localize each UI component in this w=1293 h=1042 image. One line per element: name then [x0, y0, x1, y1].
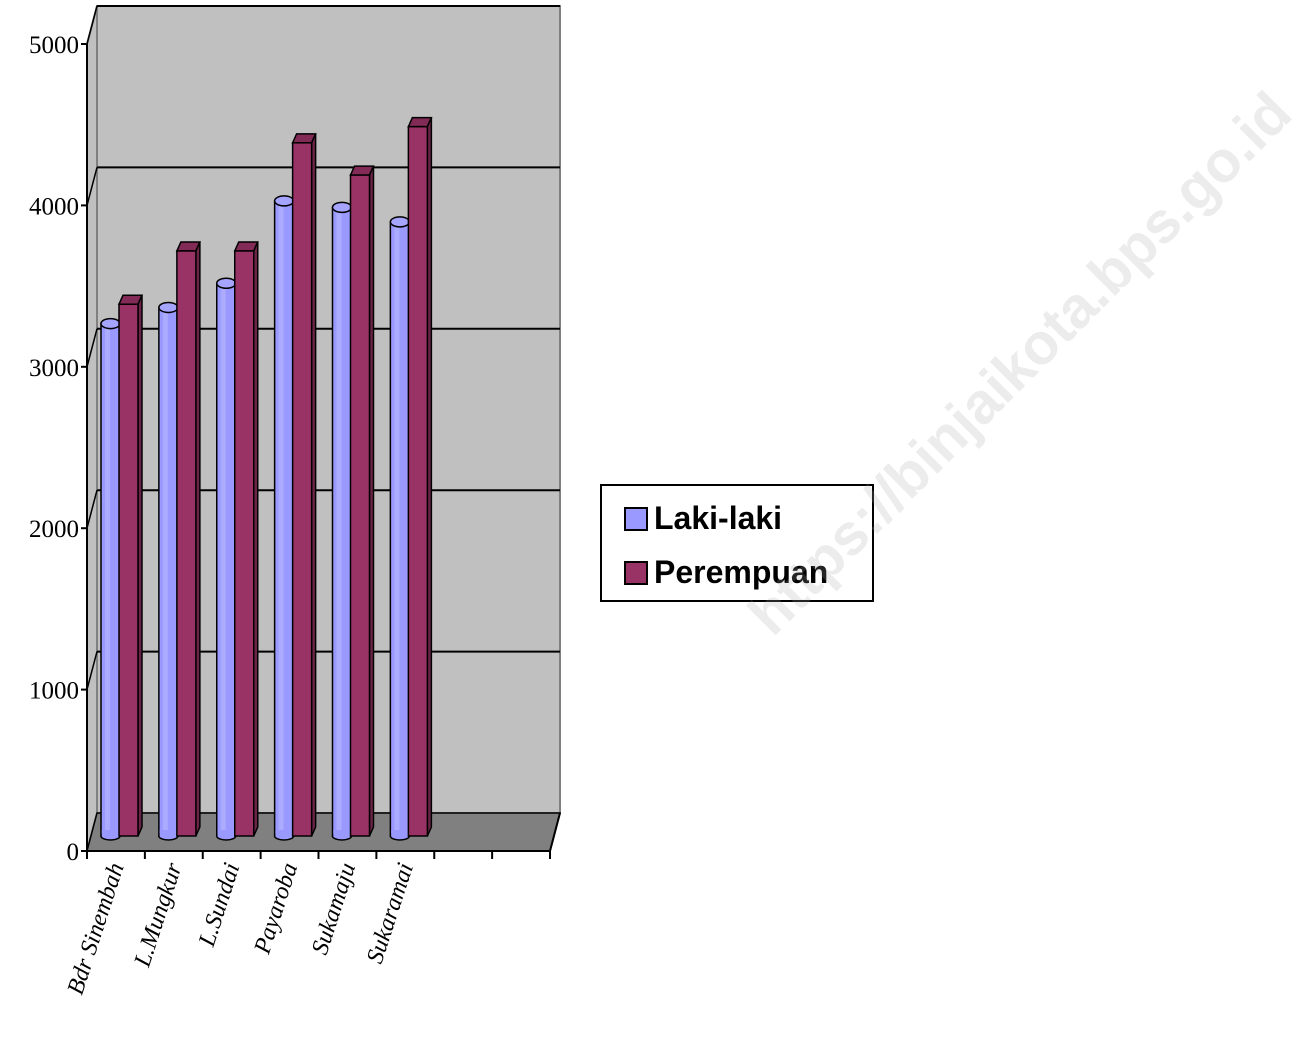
legend-label-laki-laki: Laki-laki [654, 500, 783, 536]
gridline-side [86, 167, 98, 206]
bar-perempuan [349, 165, 375, 837]
bar-laki-laki [273, 195, 295, 841]
bar-laki-laki [389, 216, 411, 841]
y-tick-label: 5000 [29, 32, 79, 59]
y-tick-label: 2000 [29, 516, 79, 543]
legend-item-laki-laki: Laki-laki [624, 500, 782, 537]
x-tick-label: Bdr Sinembah [63, 860, 130, 998]
legend-swatch-laki-laki [624, 506, 648, 531]
bar-perempuan [175, 241, 202, 837]
x-tick-label: L.Mungkur [129, 859, 187, 971]
x-tick-label: Sukaramai [362, 860, 419, 967]
x-tick-label: L.Sundai [194, 860, 246, 951]
legend-item-perempuan: Perempuan [624, 554, 828, 591]
chart-side-wall [86, 5, 98, 852]
y-tick-label: 0 [67, 839, 80, 866]
x-axis-depth-edge [549, 812, 561, 852]
gridline-side [86, 5, 98, 45]
bar-laki-laki [216, 277, 237, 841]
bar-laki-laki [100, 317, 121, 841]
gridline-side [86, 651, 98, 690]
bar-perempuan [291, 133, 317, 837]
x-tick-label: Payaroba [249, 860, 303, 958]
bar-perempuan [233, 241, 259, 837]
bar-perempuan [407, 116, 433, 837]
gridline-side [86, 328, 98, 367]
chart-floor [86, 812, 561, 852]
gridline-side [86, 490, 98, 529]
bar-laki-laki [331, 201, 353, 841]
legend-label-perempuan: Perempuan [654, 554, 829, 590]
y-tick-label: 1000 [29, 678, 79, 705]
legend-swatch-perempuan [624, 560, 648, 585]
y-tick-label: 4000 [29, 193, 79, 220]
bar-perempuan [117, 294, 144, 837]
bar-laki-laki [158, 301, 179, 841]
y-tick-label: 3000 [29, 355, 79, 382]
x-tick-label: Sukamaju [307, 860, 361, 958]
legend: Laki-laki Perempuan [600, 484, 874, 602]
